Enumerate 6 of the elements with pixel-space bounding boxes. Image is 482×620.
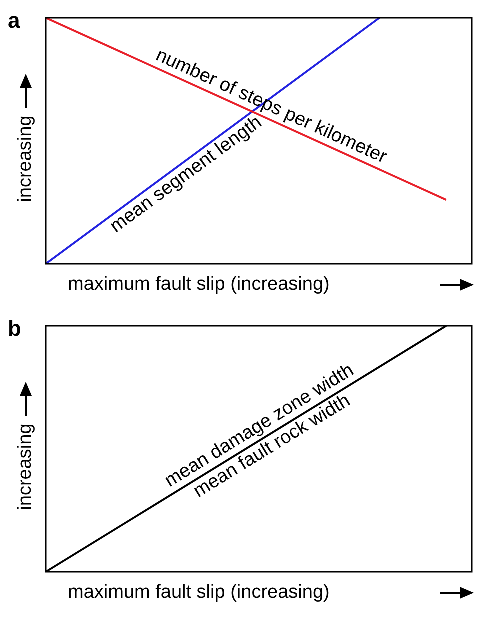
- chart-title: b: [8, 316, 22, 342]
- y-axis-title: increasing: [15, 116, 37, 202]
- x-axis-title: maximum fault slip (increasing): [68, 274, 330, 296]
- y-axis-title: increasing: [15, 424, 37, 510]
- x-axis-title: maximum fault slip (increasing): [68, 582, 330, 604]
- chart-title: a: [8, 8, 20, 34]
